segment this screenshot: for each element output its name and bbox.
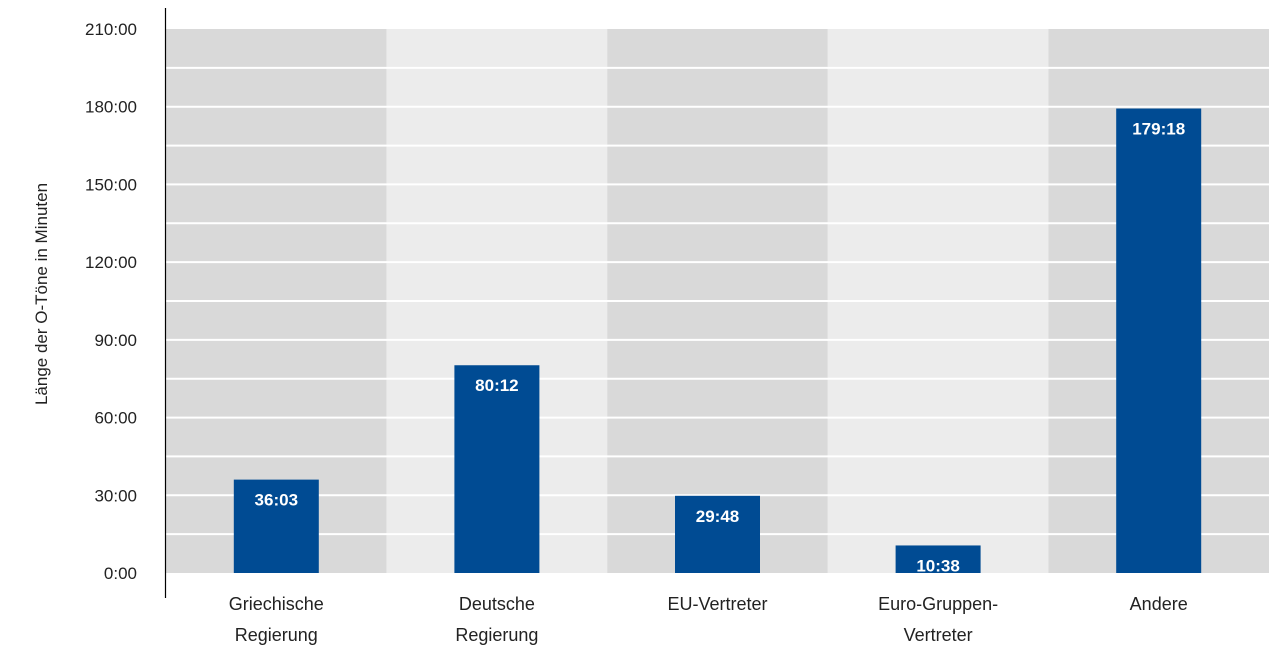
data-label: 36:03 [255, 491, 298, 510]
category-label: Euro-Gruppen-Vertreter [878, 594, 998, 645]
y-tick-labels: 0:00 30:00 60:00 90:00 120:00 150:00 180:00 210… [85, 20, 137, 583]
bars [233, 108, 1202, 573]
category-labels: Griechische Regierung Deutsche Regierung EU-… [229, 594, 1188, 645]
y-tick-label: 90:00 [94, 331, 137, 350]
bar [454, 365, 540, 573]
y-tick-label: 120:00 [85, 253, 137, 272]
data-label: 80:12 [475, 376, 518, 395]
bar [895, 545, 981, 573]
y-tick-label: 30:00 [94, 486, 137, 505]
bar [675, 495, 760, 573]
bar [1116, 108, 1202, 573]
data-label: 29:48 [696, 507, 739, 526]
data-labels: 36:03 80:12 29:48 10:38 179:18 [255, 120, 1186, 576]
category-label: Griechische Regierung [229, 594, 324, 645]
y-tick-label: 150:00 [85, 175, 137, 194]
category-label: EU-Vertreter [667, 594, 767, 614]
y-axis-label: Länge der O-Töne in Minuten [32, 183, 51, 405]
y-tick-label: 180:00 [85, 98, 137, 117]
data-label: 179:18 [1132, 120, 1185, 139]
gridlines [166, 66, 1269, 536]
category-label: Andere [1130, 594, 1188, 614]
y-tick-label: 210:00 [85, 20, 137, 39]
y-tick-label: 60:00 [94, 409, 137, 428]
y-tick-label: 0:00 [104, 564, 137, 583]
category-label: Deutsche Regierung [455, 594, 538, 645]
bar [233, 479, 319, 573]
data-label: 10:38 [916, 556, 959, 575]
